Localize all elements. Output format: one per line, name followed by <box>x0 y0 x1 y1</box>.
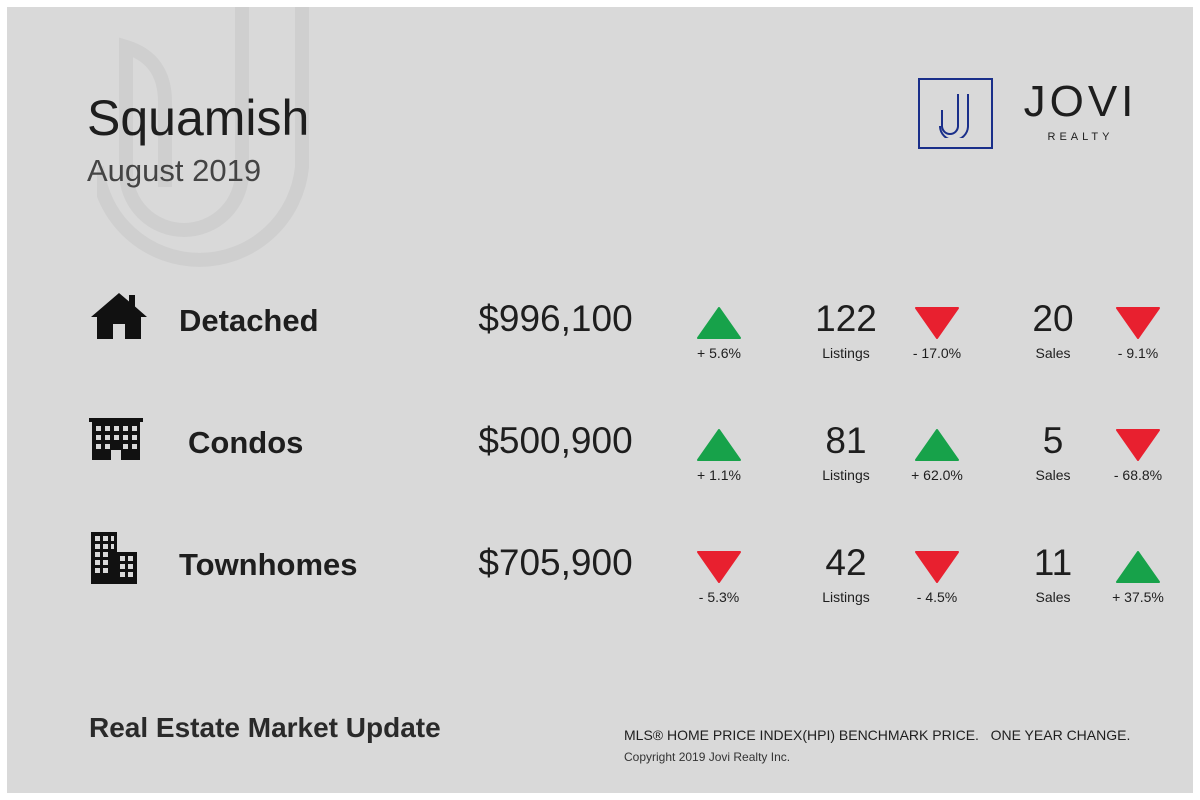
sales-count: 11 <box>1033 542 1073 583</box>
listings-change: - 17.0% <box>912 345 962 361</box>
brand-logo-box <box>918 78 993 149</box>
j-monogram-icon <box>939 94 969 138</box>
house-icon <box>91 293 147 339</box>
listings-label: Listings <box>822 345 870 361</box>
sales-change: - 9.1% <box>1117 345 1159 361</box>
sales-label: Sales <box>1035 345 1071 361</box>
footer-title: Real Estate Market Update <box>89 712 441 743</box>
property-type-label: Townhomes <box>179 547 358 582</box>
listings-count: 122 <box>815 298 877 339</box>
listings-count: 42 <box>825 542 867 583</box>
sales-change: + 37.5% <box>1112 589 1164 605</box>
listings-label: Listings <box>822 589 870 605</box>
listings-change: + 62.0% <box>911 467 963 483</box>
arrow-down-icon <box>1116 307 1160 339</box>
listings-label: Listings <box>822 467 870 483</box>
sales-count: 20 <box>1032 298 1074 339</box>
arrow-up-icon <box>697 307 741 339</box>
arrow-down-icon <box>1116 429 1160 461</box>
property-type-label: Detached <box>179 303 319 338</box>
market-row-condos: Condos $500,900 + 1.1% 81 Listings + 62.… <box>7 410 1193 510</box>
benchmark-price: $500,900 <box>478 420 633 461</box>
arrow-up-icon <box>697 429 741 461</box>
brand-subtitle: REALTY <box>1047 131 1114 143</box>
sales-count: 5 <box>1042 420 1064 461</box>
report-date: August 2019 <box>87 153 262 188</box>
townhome-building-icon <box>91 532 137 584</box>
property-type-label: Condos <box>188 425 304 460</box>
footer-methodology-note: MLS® HOME PRICE INDEX(HPI) BENCHMARK PRI… <box>624 727 1131 743</box>
price-change: - 5.3% <box>698 589 740 605</box>
sales-label: Sales <box>1035 589 1071 605</box>
benchmark-price: $705,900 <box>478 542 633 583</box>
arrow-down-icon <box>697 551 741 583</box>
market-row-detached: Detached $996,100 + 5.6% 122 Listings - … <box>7 288 1193 388</box>
condo-building-icon <box>89 418 143 460</box>
market-update-card: Squamish August 2019 JOVI REALTY Detache… <box>7 7 1193 793</box>
arrow-down-icon <box>915 307 959 339</box>
arrow-up-icon <box>915 429 959 461</box>
sales-change: - 68.8% <box>1113 467 1163 483</box>
brand-name: JOVI <box>1023 77 1138 126</box>
listings-change: - 4.5% <box>916 589 958 605</box>
city-title: Squamish <box>87 90 310 146</box>
benchmark-price: $996,100 <box>478 298 633 339</box>
footer-copyright: Copyright 2019 Jovi Realty Inc. <box>624 750 791 764</box>
arrow-up-icon <box>1116 551 1160 583</box>
watermark-j-logo <box>97 7 309 267</box>
sales-label: Sales <box>1035 467 1071 483</box>
price-change: + 1.1% <box>697 467 741 483</box>
market-row-townhomes: Townhomes $705,900 - 5.3% 42 Listings - … <box>7 532 1193 632</box>
arrow-down-icon <box>915 551 959 583</box>
price-change: + 5.6% <box>697 345 741 361</box>
listings-count: 81 <box>825 420 867 461</box>
